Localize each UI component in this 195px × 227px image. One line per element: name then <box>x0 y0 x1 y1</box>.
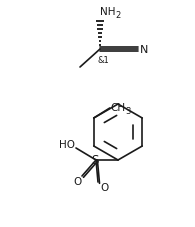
Text: S: S <box>91 154 99 167</box>
Text: N: N <box>140 45 148 55</box>
Text: 3: 3 <box>125 106 130 115</box>
Text: 2: 2 <box>115 10 121 20</box>
Text: O: O <box>101 182 109 192</box>
Text: &1: &1 <box>97 55 109 64</box>
Text: NH: NH <box>100 7 116 17</box>
Text: HO: HO <box>59 139 75 149</box>
Text: O: O <box>73 176 81 186</box>
Text: CH: CH <box>110 103 125 113</box>
